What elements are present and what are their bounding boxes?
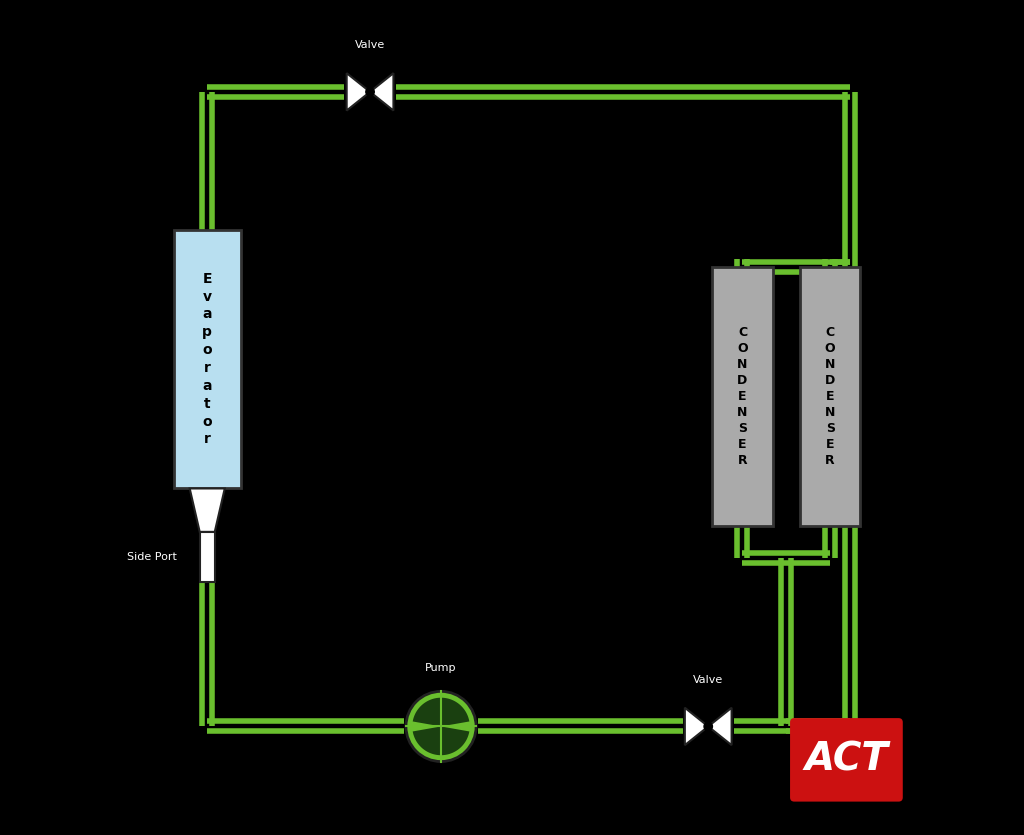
Polygon shape: [413, 698, 469, 726]
Bar: [200, 532, 215, 582]
Text: Valve: Valve: [355, 40, 385, 50]
Text: E
v
a
p
o
r
a
t
o
r: E v a p o r a t o r: [203, 271, 212, 447]
Polygon shape: [189, 488, 224, 532]
Bar: [713, 267, 772, 526]
Polygon shape: [709, 708, 731, 745]
Bar: [174, 230, 241, 488]
Text: C
O
N
D
E
N
S
E
R: C O N D E N S E R: [824, 326, 836, 467]
Bar: [800, 267, 860, 526]
Circle shape: [366, 88, 374, 96]
FancyBboxPatch shape: [791, 718, 903, 802]
Circle shape: [705, 722, 713, 731]
Text: C
O
N
D
E
N
S
E
R: C O N D E N S E R: [737, 326, 748, 467]
Text: ACT: ACT: [805, 741, 889, 779]
Polygon shape: [370, 73, 393, 110]
Circle shape: [406, 691, 476, 762]
Text: Pump: Pump: [425, 663, 457, 673]
Text: Valve: Valve: [693, 675, 723, 685]
Polygon shape: [685, 708, 709, 745]
Polygon shape: [413, 726, 469, 755]
Text: Side Port: Side Port: [127, 552, 177, 562]
Polygon shape: [347, 73, 370, 110]
